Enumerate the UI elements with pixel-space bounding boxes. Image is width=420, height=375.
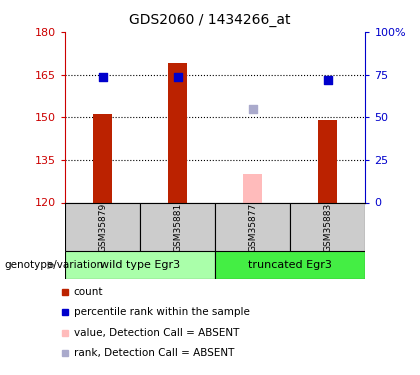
Point bbox=[174, 74, 181, 80]
Text: value, Detection Call = ABSENT: value, Detection Call = ABSENT bbox=[74, 328, 239, 338]
Bar bbox=[65, 202, 140, 251]
Text: GSM35879: GSM35879 bbox=[98, 202, 107, 252]
Text: GSM35877: GSM35877 bbox=[248, 202, 257, 252]
Text: GSM35881: GSM35881 bbox=[173, 202, 182, 252]
Text: GDS2060 / 1434266_at: GDS2060 / 1434266_at bbox=[129, 13, 291, 27]
Bar bbox=[244, 174, 262, 202]
Bar bbox=[65, 251, 215, 279]
Bar bbox=[215, 202, 290, 251]
Text: truncated Egr3: truncated Egr3 bbox=[248, 260, 332, 270]
Bar bbox=[318, 120, 337, 202]
Text: count: count bbox=[74, 286, 103, 297]
Text: genotype/variation: genotype/variation bbox=[4, 260, 103, 270]
Bar bbox=[93, 114, 112, 202]
Text: GSM35883: GSM35883 bbox=[323, 202, 332, 252]
Bar bbox=[168, 63, 187, 202]
Text: percentile rank within the sample: percentile rank within the sample bbox=[74, 307, 249, 317]
Point bbox=[249, 106, 256, 112]
Text: wild type Egr3: wild type Egr3 bbox=[100, 260, 180, 270]
Text: rank, Detection Call = ABSENT: rank, Detection Call = ABSENT bbox=[74, 348, 234, 358]
Bar bbox=[215, 251, 365, 279]
Point bbox=[325, 77, 331, 83]
Point bbox=[99, 74, 106, 80]
Bar bbox=[290, 202, 365, 251]
Bar bbox=[140, 202, 215, 251]
